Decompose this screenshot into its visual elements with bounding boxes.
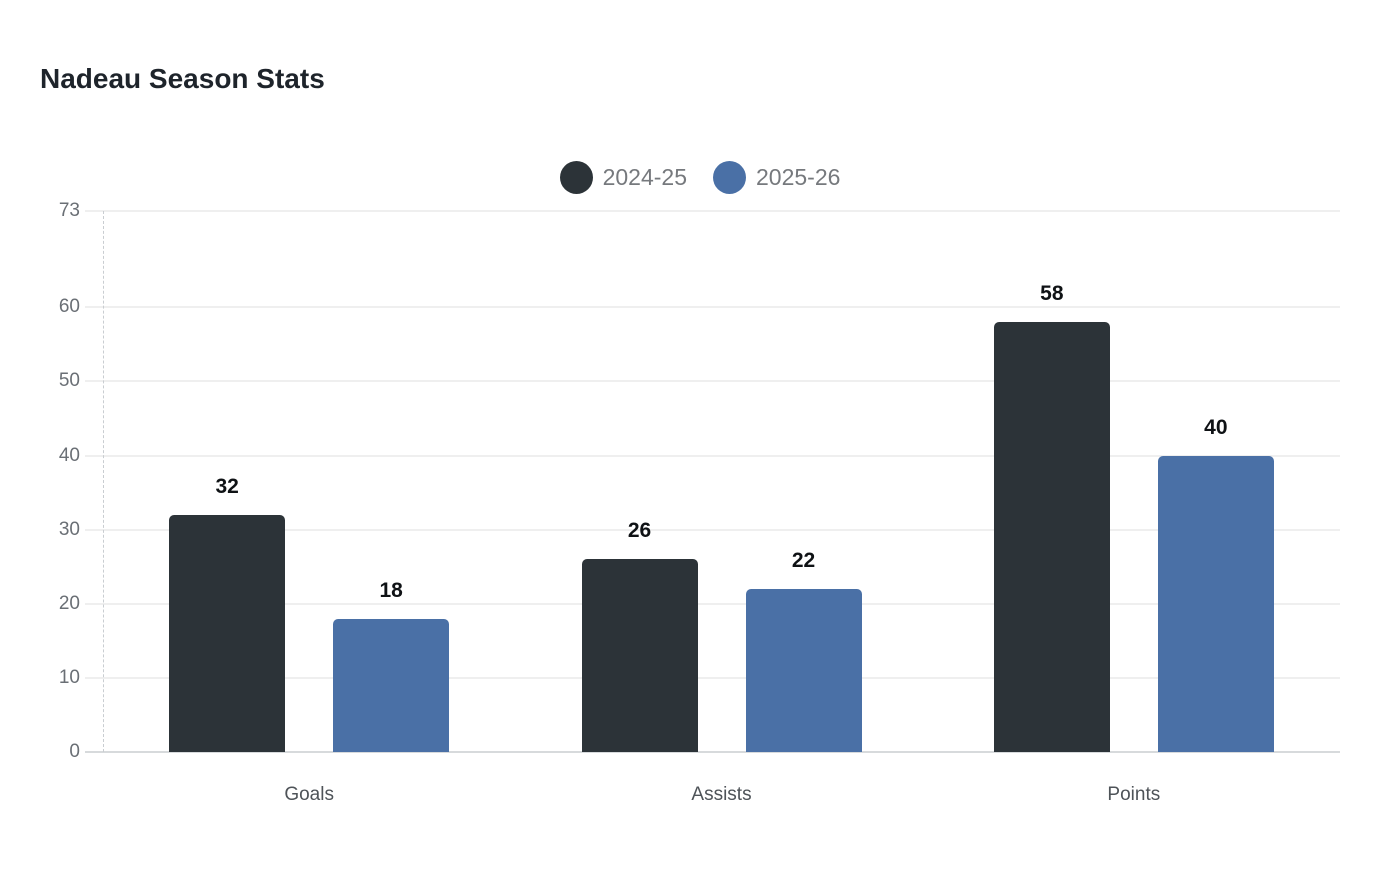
gridline [85,676,1340,679]
gridline [85,306,1340,309]
bar-2025-26-points [1157,455,1274,752]
x-axis-label-assists: Assists [691,784,752,805]
y-tick-label: 20 [58,592,80,614]
bar-value-label-2025-26-assists: 22 [791,548,816,572]
gridline [85,210,1340,212]
y-tick-label: 10 [58,666,80,688]
legend-item-label: 2024-25 [602,164,687,190]
gridline [85,602,1340,605]
bar-value-label-2025-26-points: 40 [1204,415,1228,439]
bar-2025-26-goals [333,618,450,752]
bar-value-label-2025-26-goals: 18 [379,578,403,602]
x-axis-label-points: Points [1107,784,1161,805]
gridline [85,454,1340,457]
legend-swatch-icon [713,161,746,194]
legend-item-2025-26[interactable]: 2025-26 [713,161,840,194]
y-tick-label: 0 [69,741,80,762]
bar-value-label-2024-25-points: 58 [1040,282,1064,306]
bar-value-label-2024-25-assists: 26 [627,519,652,543]
y-tick-label: 73 [58,200,80,221]
bar-2025-26-assists [745,588,862,752]
y-tick-label: 50 [58,370,80,392]
gridline [85,528,1340,531]
y-tick-label: 30 [58,518,80,540]
chart-title: Nadeau Season Stats [40,63,325,94]
bar-2024-25-assists [581,559,698,752]
y-axis-line [103,211,104,752]
gridline [85,380,1340,383]
legend-item-2024-25[interactable]: 2024-25 [559,161,687,194]
y-tick-label: 40 [58,444,80,466]
legend-item-label: 2025-26 [756,164,841,190]
legend: 2024-25 2025-26 [0,161,1400,194]
bar-value-label-2024-25-goals: 32 [215,474,239,498]
legend-swatch-icon [559,161,593,194]
x-axis-label-goals: Goals [284,784,334,805]
bar-2024-25-goals [169,514,286,752]
x-axis-baseline [85,751,1340,753]
bar-2024-25-points [993,322,1110,752]
y-tick-label: 60 [58,296,80,318]
